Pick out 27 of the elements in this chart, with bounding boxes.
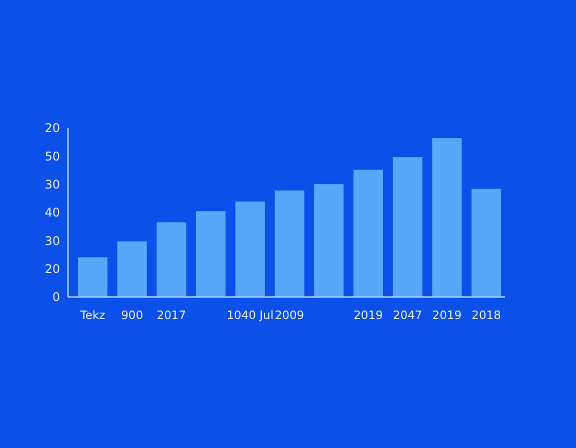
text: 50	[44, 149, 60, 164]
text: 40	[44, 206, 60, 220]
bar	[117, 241, 147, 297]
x-tick-label: 2009	[274, 308, 304, 322]
bar	[156, 222, 186, 297]
x-tick-label: 2019	[432, 308, 462, 322]
x-tick-label: 2019	[354, 308, 383, 322]
text: 30	[44, 234, 60, 248]
x-tick-label: 2018	[472, 308, 501, 322]
x-tick-label: Tekz	[79, 308, 106, 322]
text: 0	[52, 290, 60, 304]
x-tick-label: 2017	[156, 308, 186, 322]
bar	[78, 257, 108, 297]
x-tick-label: 2047	[392, 308, 422, 322]
bar	[274, 190, 304, 297]
bar	[196, 211, 226, 297]
text: 30	[44, 178, 60, 192]
bar	[432, 138, 462, 297]
bar	[353, 170, 383, 297]
x-tick-label: 1040 Jul	[226, 308, 274, 322]
x-tick-label: 900	[121, 308, 144, 322]
text: 20	[44, 121, 60, 136]
bar	[392, 157, 422, 297]
bar	[314, 184, 344, 297]
text: 20	[44, 262, 60, 276]
bar	[235, 202, 265, 297]
bar	[472, 188, 502, 297]
